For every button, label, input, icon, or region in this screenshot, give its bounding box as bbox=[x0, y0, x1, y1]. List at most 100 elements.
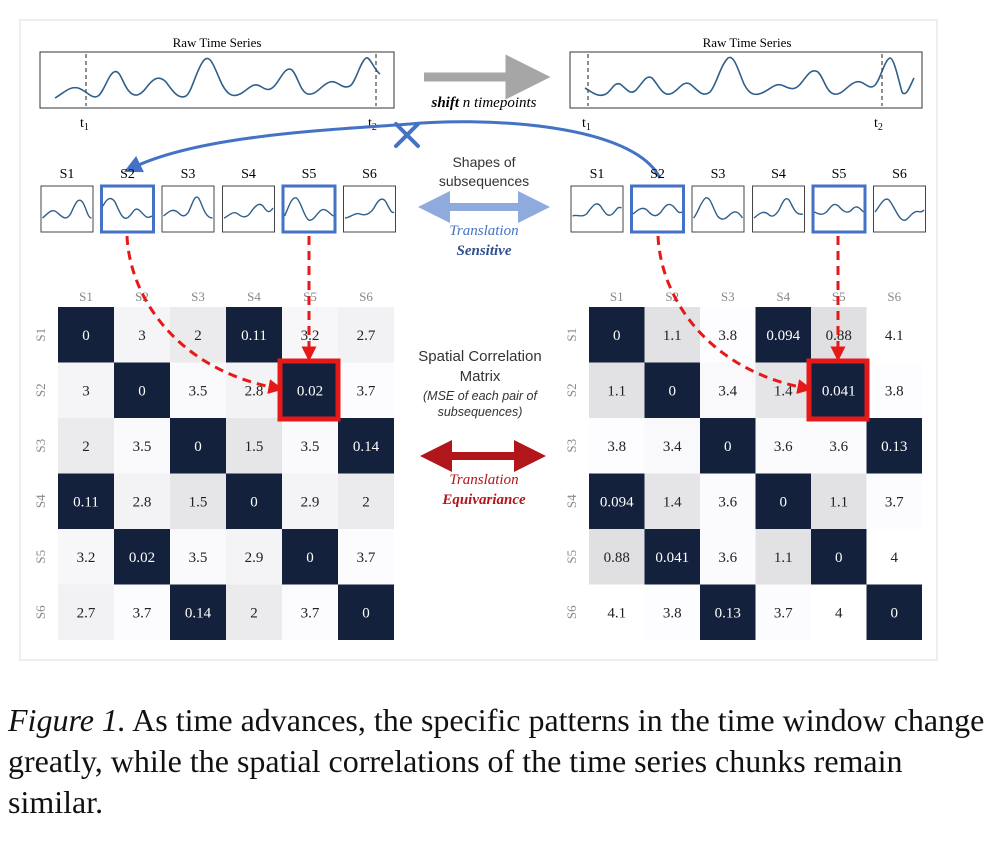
left-matrix-value-4-2: 2.8 bbox=[133, 494, 152, 510]
left-subseq-wave-5 bbox=[283, 197, 334, 221]
left-matrix-col-label-1: S1 bbox=[79, 289, 93, 304]
left-subseq-label-5: S5 bbox=[302, 167, 317, 182]
left-matrix-col-label-4: S4 bbox=[247, 289, 261, 304]
left-matrix-value-4-6: 2 bbox=[362, 494, 370, 510]
right-matrix-cell-4-6 bbox=[866, 473, 922, 529]
left-matrix-value-6-6: 0 bbox=[362, 605, 370, 621]
left-matrix-value-1-1: 0 bbox=[82, 328, 90, 344]
left-matrix-value-4-5: 2.9 bbox=[301, 494, 320, 510]
left-matrix-cell-4-3 bbox=[170, 473, 226, 529]
right-subseq-label-2: S2 bbox=[650, 167, 665, 182]
right-matrix-value-6-3: 0.13 bbox=[715, 605, 741, 621]
right-matrix-value-2-2: 0 bbox=[669, 383, 677, 399]
right-subsequences: S1 S2 S3 S4 S5 S6 bbox=[570, 167, 926, 234]
figure-illustration: Raw Time Series t1 t2 Raw Time Series t1… bbox=[19, 19, 938, 661]
left-subseq-wave-1 bbox=[42, 199, 92, 219]
mse-label-1: (MSE of each pair of bbox=[423, 389, 538, 403]
left-matrix-value-6-2: 3.7 bbox=[133, 605, 152, 621]
left-subseq-wave-2 bbox=[102, 197, 153, 219]
right-matrix-value-5-6: 4 bbox=[891, 550, 899, 566]
left-matrix-value-3-5: 3.5 bbox=[301, 439, 320, 455]
left-matrix-cell-6-6 bbox=[338, 584, 394, 640]
left-matrix-cell-5-2 bbox=[114, 529, 170, 585]
right-matrix-value-1-5: 0.88 bbox=[826, 328, 852, 344]
left-matrix-col-label-6: S6 bbox=[359, 289, 373, 304]
right-matrix-cell-5-1 bbox=[589, 529, 645, 585]
left-matrix-value-3-3: 0 bbox=[194, 439, 202, 455]
right-matrix-cell-1-3 bbox=[700, 307, 756, 363]
right-matrix-row-label-4: S4 bbox=[564, 494, 579, 508]
right-matrix-cell-2-2 bbox=[644, 362, 700, 418]
left-matrix-cell-1-4 bbox=[226, 307, 282, 363]
right-subseq-label-3: S3 bbox=[711, 167, 726, 182]
right-matrix-value-1-3: 3.8 bbox=[718, 328, 737, 344]
right-matrix-cell-6-1 bbox=[589, 584, 645, 640]
left-subseq-label-6: S6 bbox=[362, 167, 377, 182]
left-matrix-cell-5-3 bbox=[170, 529, 226, 585]
right-subseq-box-3 bbox=[691, 185, 745, 233]
right-subseq-wave-6 bbox=[874, 198, 925, 221]
right-matrix-cell-5-2 bbox=[644, 529, 700, 585]
left-matrix-value-3-1: 2 bbox=[82, 439, 90, 455]
right-subseq-box-1 bbox=[570, 185, 624, 233]
right-matrix-value-3-3: 0 bbox=[724, 439, 732, 455]
right-matrix-value-1-4: 0.094 bbox=[766, 328, 800, 344]
right-matrix-cell-5-4 bbox=[755, 529, 811, 585]
right-matrix-value-1-1: 0 bbox=[613, 328, 621, 344]
left-matrix-cell-6-5 bbox=[282, 584, 338, 640]
shapes-label-2: subsequences bbox=[439, 173, 529, 189]
left-subseq-box-6 bbox=[343, 185, 396, 233]
left-matrix-value-3-2: 3.5 bbox=[133, 439, 152, 455]
scm-label-2: Matrix bbox=[460, 368, 501, 385]
left-matrix-value-5-6: 3.7 bbox=[357, 550, 376, 566]
right-matrix-value-4-3: 3.6 bbox=[718, 494, 737, 510]
left-matrix-value-1-6: 2.7 bbox=[357, 328, 376, 344]
left-matrix-value-6-5: 3.7 bbox=[301, 605, 320, 621]
translation-label-2: Translation bbox=[449, 472, 518, 488]
left-matrix-value-5-5: 0 bbox=[306, 550, 314, 566]
right-matrix-value-5-5: 0 bbox=[835, 550, 843, 566]
right-matrix-cell-3-2 bbox=[644, 418, 700, 474]
right-matrix-cell-5-3 bbox=[700, 529, 756, 585]
sensitive-label: Sensitive bbox=[457, 243, 512, 259]
right-matrix-cell-1-4 bbox=[755, 307, 811, 363]
right-matrix-cell-6-5 bbox=[811, 584, 867, 640]
right-matrix-cell-2-1 bbox=[589, 362, 645, 418]
right-matrix-value-6-2: 3.8 bbox=[663, 605, 682, 621]
left-matrix-cell-6-1 bbox=[58, 584, 114, 640]
left-matrix-row-label-6: S6 bbox=[33, 605, 48, 619]
left-matrix-cell-3-1 bbox=[58, 418, 114, 474]
right-subseq-box-6 bbox=[873, 185, 926, 233]
left-matrix-value-3-4: 1.5 bbox=[245, 439, 264, 455]
right-matrix-value-5-2: 0.041 bbox=[655, 550, 689, 566]
left-subseq-box-1 bbox=[40, 185, 94, 233]
right-matrix-value-2-6: 3.8 bbox=[885, 383, 904, 399]
right-subseq-wave-4 bbox=[753, 198, 804, 219]
left-subseq-label-3: S3 bbox=[181, 167, 196, 182]
highlight-overlays bbox=[125, 235, 870, 422]
right-matrix-value-5-1: 0.88 bbox=[604, 550, 630, 566]
right-matrix-value-4-5: 1.1 bbox=[829, 494, 848, 510]
right-subseq-label-1: S1 bbox=[590, 167, 605, 182]
caption-label: Figure 1. bbox=[8, 702, 126, 738]
left-matrix-cell-3-6 bbox=[338, 418, 394, 474]
right-t1-label: t1 bbox=[582, 116, 591, 133]
translation-label-1: Translation bbox=[449, 223, 518, 239]
right-matrix-value-5-3: 3.6 bbox=[718, 550, 737, 566]
left-matrix-cell-3-3 bbox=[170, 418, 226, 474]
left-subseq-label-4: S4 bbox=[241, 167, 256, 182]
left-matrix-cell-2-1 bbox=[58, 362, 114, 418]
right-matrix-value-3-5: 3.6 bbox=[829, 439, 848, 455]
left-matrix-value-5-1: 3.2 bbox=[77, 550, 96, 566]
left-matrix-value-1-4: 0.11 bbox=[241, 328, 267, 344]
right-subseq-wave-3 bbox=[692, 197, 744, 220]
left-matrix-row-label-1: S1 bbox=[33, 328, 48, 342]
left-matrix-value-6-1: 2.7 bbox=[77, 605, 96, 621]
right-matrix-col-label-1: S1 bbox=[610, 289, 624, 304]
right-matrix-cell-3-6 bbox=[866, 418, 922, 474]
right-matrix-cell-6-2 bbox=[644, 584, 700, 640]
right-matrix-value-4-6: 3.7 bbox=[885, 494, 904, 510]
left-matrix-value-6-3: 0.14 bbox=[185, 605, 212, 621]
left-matrix-value-4-4: 0 bbox=[250, 494, 258, 510]
right-matrix-cell-4-5 bbox=[811, 473, 867, 529]
